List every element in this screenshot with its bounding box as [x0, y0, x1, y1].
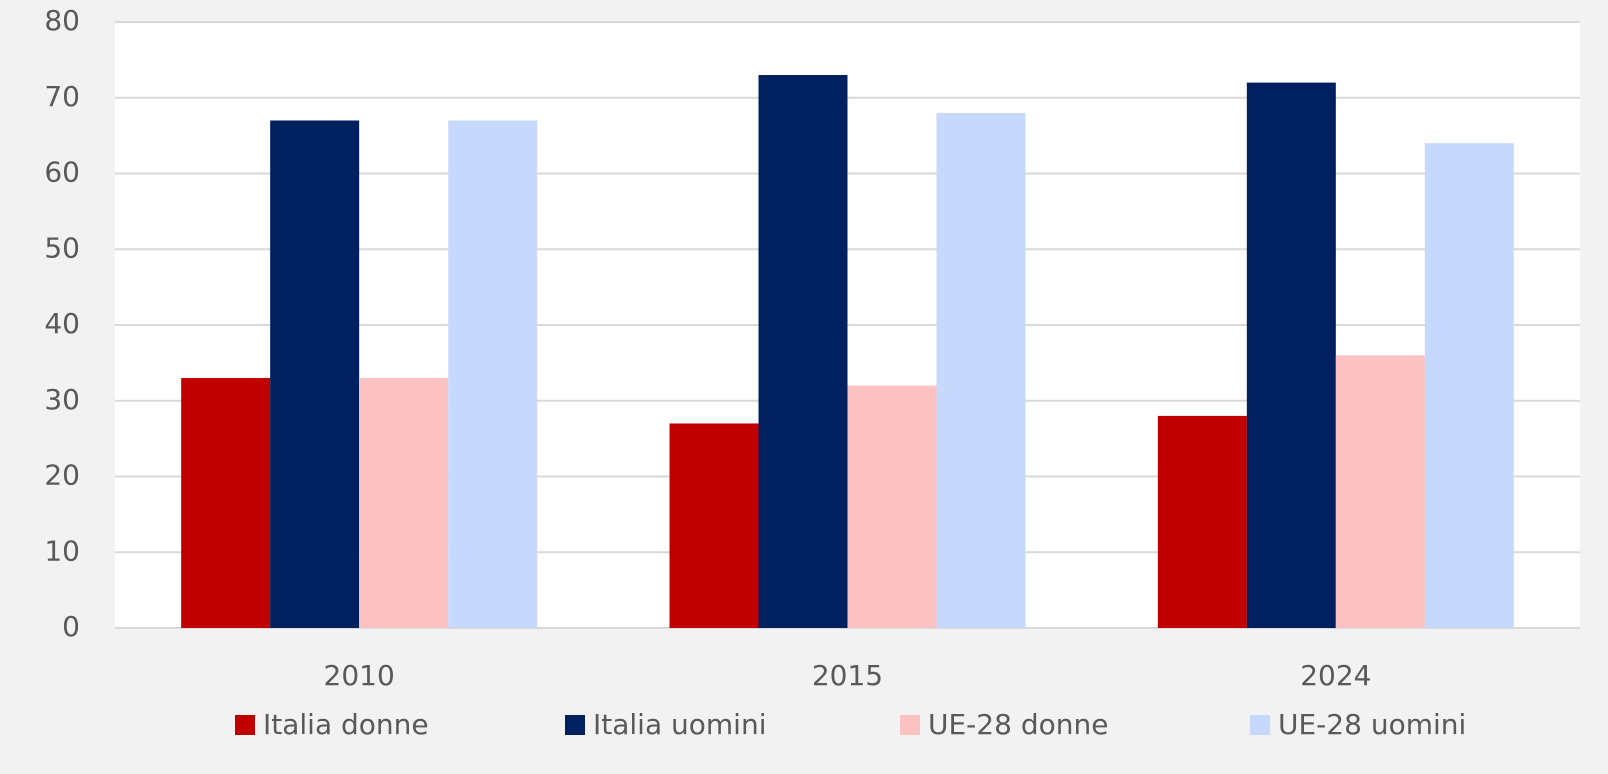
bar [1157, 415, 1247, 628]
y-tick-label: 40 [44, 307, 80, 340]
y-tick-label: 60 [44, 156, 80, 189]
bar [448, 120, 538, 628]
bar [270, 120, 360, 628]
legend-swatch [565, 715, 585, 735]
bar [1424, 143, 1514, 628]
bar [847, 385, 937, 628]
legend-swatch [900, 715, 920, 735]
y-tick-label: 10 [44, 534, 80, 567]
y-tick-label: 30 [44, 383, 80, 416]
x-tick-label: 2024 [1300, 659, 1371, 692]
legend-label: UE-28 donne [928, 708, 1108, 741]
legend-label: Italia uomini [593, 708, 766, 741]
y-tick-label: 20 [44, 459, 80, 492]
x-tick-label: 2015 [812, 659, 883, 692]
bar [359, 378, 449, 628]
bar [1335, 355, 1425, 628]
y-tick-label: 70 [44, 80, 80, 113]
bar [181, 378, 271, 628]
legend-swatch [1250, 715, 1270, 735]
bar [758, 75, 848, 628]
legend-swatch [235, 715, 255, 735]
bar [936, 112, 1026, 628]
x-tick-label: 2010 [324, 659, 395, 692]
y-tick-label: 80 [44, 4, 80, 37]
y-tick-label: 0 [62, 610, 80, 643]
y-tick-label: 50 [44, 231, 80, 264]
bar [1246, 82, 1336, 629]
bar [669, 423, 759, 628]
legend-label: Italia donne [263, 708, 429, 741]
legend-label: UE-28 uomini [1278, 708, 1466, 741]
